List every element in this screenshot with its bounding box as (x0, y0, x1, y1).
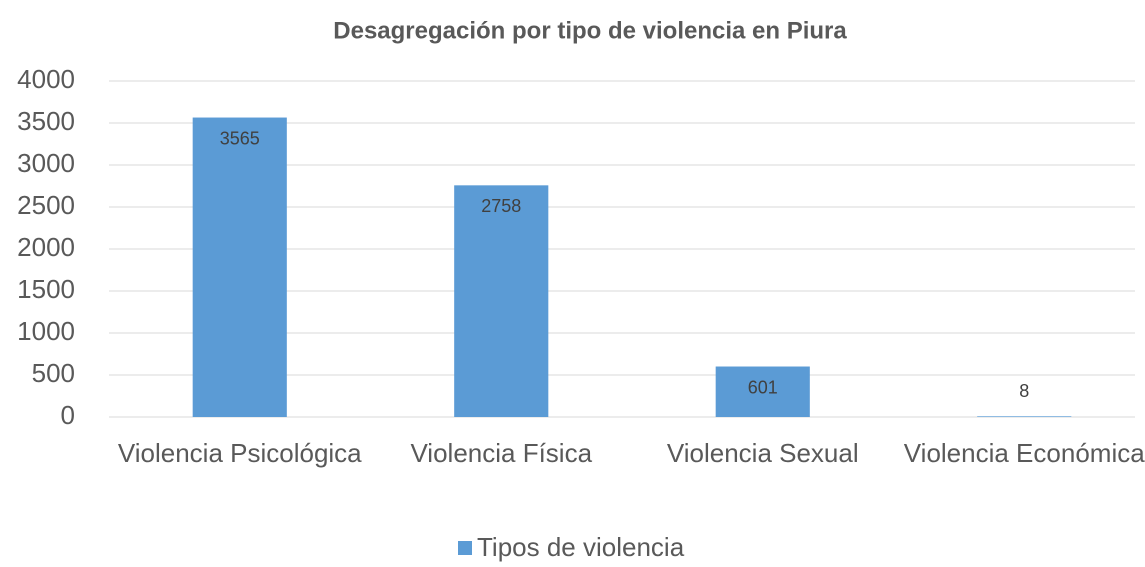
bar (977, 416, 1072, 417)
y-tick-label: 2000 (17, 232, 75, 262)
y-tick-label: 1000 (17, 316, 75, 346)
x-tick-label: Violencia Física (410, 438, 593, 468)
bar (715, 366, 810, 417)
y-tick-label: 4000 (17, 64, 75, 94)
y-tick-label: 500 (32, 358, 75, 388)
x-tick-label: Violencia Psicológica (117, 438, 362, 468)
legend-swatch (458, 541, 472, 555)
chart-title: Desagregación por tipo de violencia en P… (333, 17, 847, 44)
x-tick-label: Violencia Económica (903, 438, 1145, 468)
bar (454, 185, 549, 417)
y-tick-label: 2500 (17, 190, 75, 220)
data-label: 8 (1019, 381, 1029, 401)
x-tick-label: Violencia Sexual (666, 438, 859, 468)
y-tick-label: 1500 (17, 274, 75, 304)
y-tick-label: 3500 (17, 106, 75, 136)
data-label: 3565 (220, 128, 260, 148)
legend-label: Tipos de violencia (477, 532, 685, 562)
y-tick-label: 3000 (17, 148, 75, 178)
bar (192, 117, 287, 417)
y-tick-label: 0 (61, 400, 75, 430)
data-label: 2758 (481, 196, 521, 216)
data-label: 601 (748, 377, 778, 397)
